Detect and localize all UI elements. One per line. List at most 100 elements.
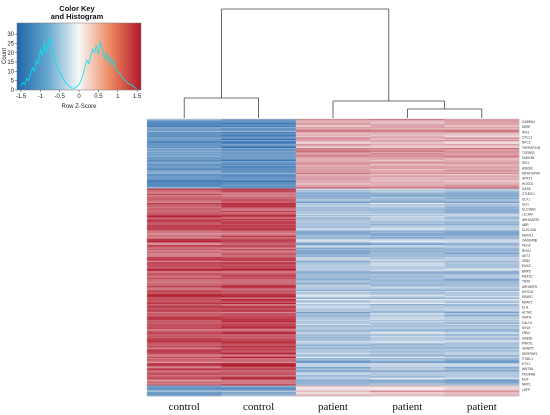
heatmap-cell bbox=[295, 280, 371, 283]
heatmap-cell bbox=[370, 285, 445, 288]
heatmap-cell bbox=[147, 167, 222, 170]
heatmap-cell bbox=[370, 125, 445, 128]
heatmap-cell bbox=[370, 167, 445, 170]
heatmap-cell bbox=[295, 214, 371, 217]
column-label: patient bbox=[467, 401, 497, 413]
heatmap-cell bbox=[295, 187, 371, 189]
heatmap-cell bbox=[221, 276, 297, 279]
heatmap-cell bbox=[295, 294, 371, 297]
heatmap-cell bbox=[444, 262, 520, 264]
heatmap-cell bbox=[444, 309, 520, 312]
row-label: TBX5 bbox=[522, 280, 530, 284]
heatmap-cell bbox=[221, 359, 297, 361]
row-label: FBN1 bbox=[522, 331, 530, 335]
heatmap-cell bbox=[370, 206, 445, 209]
heatmap-cell bbox=[370, 290, 445, 293]
heatmap-cell bbox=[147, 174, 222, 176]
heatmap-cell bbox=[370, 166, 445, 168]
heatmap-cell bbox=[295, 272, 371, 275]
heatmap-cell bbox=[147, 184, 222, 187]
heatmap-cell bbox=[370, 164, 445, 167]
heatmap-cell bbox=[221, 318, 297, 321]
heatmap-cell bbox=[221, 168, 297, 171]
heatmap-cell bbox=[221, 327, 297, 330]
heatmap-cell bbox=[221, 225, 297, 227]
heatmap-cell bbox=[221, 171, 297, 174]
heatmap-cell bbox=[147, 331, 222, 334]
heatmap-cell bbox=[147, 313, 222, 315]
heatmap-cell bbox=[221, 353, 297, 356]
heatmap-cell bbox=[295, 121, 371, 124]
heatmap-cell bbox=[147, 120, 222, 122]
heatmap-cell bbox=[295, 388, 371, 390]
heatmap-cell bbox=[147, 376, 222, 378]
heatmap-grid bbox=[146, 118, 520, 397]
heatmap-cell bbox=[295, 199, 371, 201]
heatmap-cell bbox=[295, 238, 371, 241]
heatmap-cell bbox=[221, 314, 297, 317]
row-label: ELN bbox=[522, 305, 529, 309]
heatmap-cell bbox=[444, 315, 520, 318]
heatmap-cell bbox=[444, 360, 520, 363]
heatmap-cell bbox=[147, 377, 222, 380]
heatmap-cell bbox=[370, 180, 445, 183]
heatmap-cell bbox=[147, 290, 222, 293]
heatmap-cell bbox=[147, 388, 222, 390]
heatmap-cell bbox=[147, 380, 222, 382]
heatmap-cell bbox=[295, 197, 371, 200]
heatmap-cell bbox=[295, 134, 371, 137]
heatmap-cell bbox=[221, 212, 297, 214]
heatmap-cell bbox=[370, 210, 445, 213]
heatmap-cell bbox=[444, 266, 520, 268]
heatmap-cell bbox=[221, 321, 297, 323]
heatmap-cell bbox=[221, 162, 297, 164]
heatmap-cell bbox=[295, 164, 371, 167]
heatmap-cell bbox=[295, 276, 371, 279]
heatmap-cell bbox=[295, 154, 371, 157]
heatmap-cell bbox=[221, 203, 297, 205]
heatmap-cell bbox=[221, 218, 297, 221]
heatmap-cell bbox=[295, 329, 371, 331]
heatmap-cell bbox=[221, 267, 297, 270]
heatmap-cell bbox=[295, 162, 371, 164]
heatmap-cell bbox=[444, 142, 520, 145]
heatmap-cell bbox=[295, 271, 371, 273]
heatmap-cell bbox=[444, 334, 520, 336]
heatmap-cell bbox=[295, 180, 371, 183]
heatmap-cell bbox=[221, 340, 297, 343]
heatmap-cell bbox=[147, 390, 222, 393]
heatmap-cell bbox=[221, 288, 297, 291]
heatmap-cell bbox=[295, 149, 371, 151]
heatmap-cell bbox=[295, 136, 371, 138]
heatmap-cell bbox=[221, 142, 297, 145]
heatmap-cell bbox=[295, 304, 371, 306]
heatmap-cell bbox=[147, 371, 222, 373]
heatmap-cell bbox=[444, 389, 520, 392]
heatmap-cell bbox=[147, 222, 222, 225]
heatmap-cell bbox=[370, 174, 445, 176]
heatmap-cell bbox=[221, 159, 297, 162]
heatmap-cell bbox=[295, 342, 371, 344]
heatmap-cell bbox=[295, 237, 371, 239]
heatmap-cell bbox=[444, 314, 520, 317]
heatmap-cell bbox=[295, 262, 371, 264]
heatmap-cell bbox=[370, 262, 445, 264]
heatmap-cell bbox=[370, 239, 445, 242]
heatmap-cell bbox=[221, 311, 297, 314]
heatmap-cell bbox=[370, 161, 445, 163]
heatmap-cell bbox=[444, 280, 520, 283]
heatmap-cell bbox=[147, 355, 222, 357]
heatmap-cell bbox=[370, 318, 445, 321]
heatmap-cell bbox=[147, 237, 222, 239]
heatmap-cell bbox=[221, 368, 297, 371]
heatmap-cell bbox=[295, 363, 371, 365]
heatmap-cell bbox=[147, 254, 222, 256]
heatmap-cell bbox=[295, 279, 371, 281]
row-label: ZEB2 bbox=[522, 259, 530, 263]
heatmap-cell bbox=[370, 380, 445, 382]
heatmap-cell bbox=[444, 300, 520, 302]
heatmap-cell bbox=[147, 140, 222, 142]
heatmap-cell bbox=[444, 268, 520, 271]
heatmap-cell bbox=[444, 220, 520, 222]
row-label: MYO1D bbox=[522, 290, 534, 294]
